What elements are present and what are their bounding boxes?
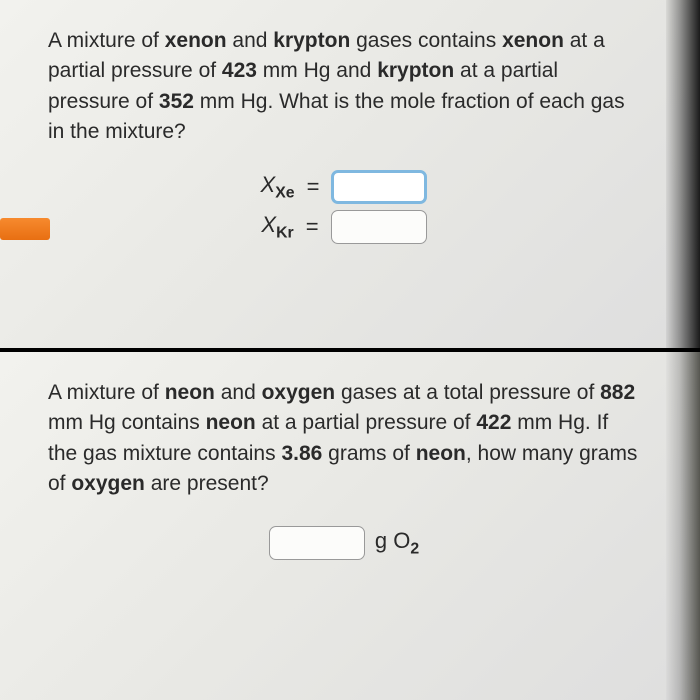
q2-b4: neon	[206, 411, 256, 434]
kr-input[interactable]	[331, 210, 427, 244]
question-text-1: A mixture of xenon and krypton gases con…	[48, 26, 640, 148]
q1-t2: and	[227, 29, 274, 52]
q1-b1: xenon	[165, 29, 227, 52]
question-panel-1: A mixture of xenon and krypton gases con…	[0, 0, 700, 348]
q1-t3: gases contains	[350, 29, 502, 52]
q2-b6: 3.86	[281, 442, 322, 465]
q2-b2: oxygen	[262, 381, 336, 404]
q2-b8: oxygen	[71, 472, 145, 495]
xe-input[interactable]	[331, 170, 427, 204]
q2-b1: neon	[165, 381, 215, 404]
q2-t1: A mixture of	[48, 381, 165, 404]
progress-tab	[0, 218, 50, 240]
kr-label: XKr	[261, 212, 293, 242]
q1-b6: 352	[159, 90, 194, 113]
q2-t3: gases at a total pressure of	[335, 381, 600, 404]
question-text-2: A mixture of neon and oxygen gases at a …	[48, 378, 640, 500]
q1-t1: A mixture of	[48, 29, 165, 52]
kr-row: XKr =	[261, 210, 426, 244]
kr-sub: Kr	[276, 224, 294, 241]
unit-g: g O	[375, 528, 410, 553]
q1-t5: mm Hg and	[257, 59, 377, 82]
question-panel-2: A mixture of neon and oxygen gases at a …	[0, 352, 700, 700]
q1-b2: krypton	[273, 29, 350, 52]
answer-area-1: XXe = XKr =	[48, 170, 640, 244]
q2-b7: neon	[416, 442, 466, 465]
x-var-kr: X	[261, 212, 276, 237]
q2-b5: 422	[476, 411, 511, 434]
right-shadow	[666, 0, 700, 348]
eq-xe: =	[307, 174, 320, 200]
panel-content-2: A mixture of neon and oxygen gases at a …	[0, 352, 700, 580]
o2-input[interactable]	[269, 526, 365, 560]
xe-row: XXe =	[261, 170, 428, 204]
q2-b3: 882	[600, 381, 635, 404]
q2-t7: grams of	[322, 442, 415, 465]
q2-t5: at a partial pressure of	[256, 411, 477, 434]
unit-sub: 2	[410, 540, 419, 557]
xe-sub: Xe	[275, 184, 294, 201]
right-shadow-2	[666, 352, 700, 700]
q2-t9: are present?	[145, 472, 269, 495]
q1-b5: krypton	[377, 59, 454, 82]
answer-area-2: g O2	[48, 526, 640, 560]
q2-t2: and	[215, 381, 262, 404]
q1-b3: xenon	[502, 29, 564, 52]
panel-content-1: A mixture of xenon and krypton gases con…	[0, 0, 700, 264]
q1-b4: 423	[222, 59, 257, 82]
unit-label: g O2	[375, 528, 419, 558]
eq-kr: =	[306, 214, 319, 240]
xe-label: XXe	[261, 172, 295, 202]
x-var-xe: X	[261, 172, 276, 197]
q2-t4: mm Hg contains	[48, 411, 206, 434]
